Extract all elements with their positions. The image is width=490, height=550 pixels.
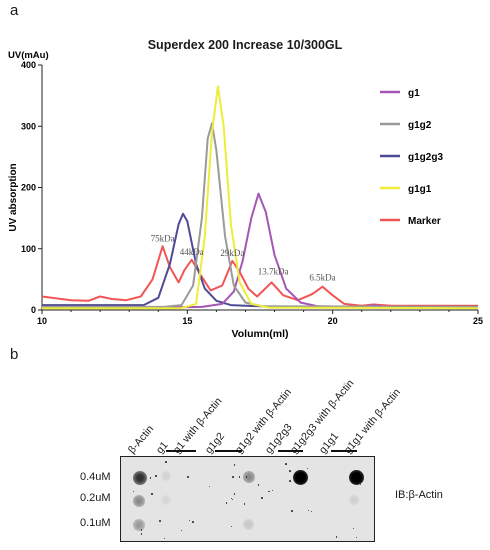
annotation-label: 6.5kDa (309, 273, 335, 283)
y-tick-label: 200 (21, 183, 36, 193)
blot-speck (307, 509, 310, 511)
y-tick-label: 0 (31, 305, 36, 315)
blot-speck (159, 520, 161, 522)
blot-speck (355, 536, 358, 538)
blot-speck (140, 529, 143, 531)
legend-label: Marker (408, 216, 441, 227)
lane-group-underline (215, 450, 242, 452)
y-tick-label: 300 (21, 121, 36, 131)
blot-speck (271, 489, 274, 492)
blot-speck (310, 510, 313, 512)
blot-dot (133, 495, 145, 507)
blot-speck (192, 521, 194, 523)
annotation-label: 13.7kDa (258, 266, 289, 276)
blot-speck (245, 476, 248, 478)
legend-label: g1g2 (408, 120, 432, 131)
y-unit-label: UV(mAu) (8, 50, 49, 61)
blot-lane-label: g1g1 (316, 430, 342, 456)
blot-speck (268, 490, 270, 493)
blot-detection-label: IB:β-Actin (395, 489, 443, 501)
x-tick-label: 10 (37, 316, 47, 326)
legend-label: g1g1 (408, 184, 432, 195)
blot-dot (161, 495, 171, 505)
blot-dot (243, 471, 255, 483)
blot-speck (289, 470, 291, 472)
y-tick-label: 100 (21, 244, 36, 254)
blot-speck (163, 537, 166, 540)
blot-lane-label: β-Actin (125, 423, 157, 456)
blot-speck (151, 493, 153, 495)
blot-speck (149, 477, 152, 479)
blot-dot (293, 470, 308, 485)
annotation-label: 44kDa (180, 247, 204, 257)
y-axis-label: UV absorption (8, 163, 19, 231)
blot-dot (133, 519, 145, 531)
lane-group-underline (166, 450, 196, 452)
blot-speck (335, 536, 338, 538)
y-tick-label: 400 (21, 60, 36, 70)
blot-speck (257, 484, 260, 486)
sec-chromatogram-chart: 0 100 200 300 400 10 15 20 25 Volumn(ml) UV absorp… (8, 50, 483, 340)
blot-speck (132, 490, 135, 493)
blot-speck (165, 461, 167, 463)
blot-speck (188, 519, 191, 522)
blot-lane-label: g1g1 with β-Actin (341, 386, 403, 456)
series-line-g1 (42, 192, 479, 309)
x-tick-label: 20 (328, 316, 338, 326)
blot-speck (243, 503, 246, 505)
chart-annotations: 75kDa 44kDa 29kDa 13.7kDa 6.5kDa (151, 233, 336, 282)
legend-label: g1g2g3 (408, 152, 443, 163)
x-axis-label: Volumn(ml) (232, 328, 289, 340)
blot-speck (155, 475, 157, 477)
blot-speck (359, 472, 362, 474)
blot-speck (289, 480, 291, 482)
blot-dot (133, 471, 147, 485)
conc-label-0.4: 0.4uM (80, 471, 111, 483)
chart-axes: 0 100 200 300 400 10 15 20 25 Volumn(ml) UV absorp… (8, 50, 483, 340)
panel-a-label: a (10, 2, 19, 19)
series-line-g1g1 (42, 85, 479, 310)
blot-speck (180, 529, 183, 531)
annotation-label: 29kDa (220, 248, 244, 258)
blot-speck (238, 476, 241, 478)
chart-legend: g1 g1g2 g1g2g3 g1g1 Marker (380, 88, 443, 227)
blot-speck (232, 476, 234, 478)
blot-speck (230, 497, 233, 500)
blot-speck (230, 525, 233, 528)
conc-label-0.2: 0.2uM (80, 492, 111, 504)
blot-speck (140, 533, 143, 535)
blot-speck (285, 463, 287, 465)
blot-speck (231, 498, 234, 500)
blot-dot (349, 470, 364, 485)
blot-dot (243, 519, 254, 530)
lane-group-underline (331, 450, 357, 452)
blot-speck (352, 527, 355, 530)
dot-blot-membrane (120, 456, 375, 542)
series-line-g1g2 (42, 122, 479, 308)
blot-speck (359, 483, 362, 486)
x-tick-label: 15 (182, 316, 192, 326)
blot-speck (306, 467, 309, 470)
blot-dot (161, 471, 171, 481)
blot-lane-label: g1g2 (202, 430, 228, 456)
x-tick-label: 25 (473, 316, 483, 326)
blot-speck (225, 502, 228, 504)
conc-label-0.1: 0.1uM (80, 517, 111, 529)
blot-speck (291, 510, 293, 512)
series-line-marker (41, 245, 478, 307)
panel-b-label: b (10, 346, 19, 363)
legend-label: g1 (408, 88, 420, 99)
blot-dot (349, 495, 359, 505)
blot-speck (187, 476, 189, 478)
blot-speck (233, 464, 236, 466)
chart-title: Superdex 200 Increase 10/300GL (147, 38, 343, 52)
blot-speck (233, 493, 236, 495)
blot-speck (208, 485, 211, 488)
chart-series (41, 85, 479, 310)
annotation-label: 75kDa (151, 233, 175, 243)
blot-speck (261, 497, 263, 499)
lane-group-underline (278, 450, 303, 452)
series-line-g1g2g3 (42, 212, 478, 308)
blot-lane-label: g1 (153, 439, 171, 456)
